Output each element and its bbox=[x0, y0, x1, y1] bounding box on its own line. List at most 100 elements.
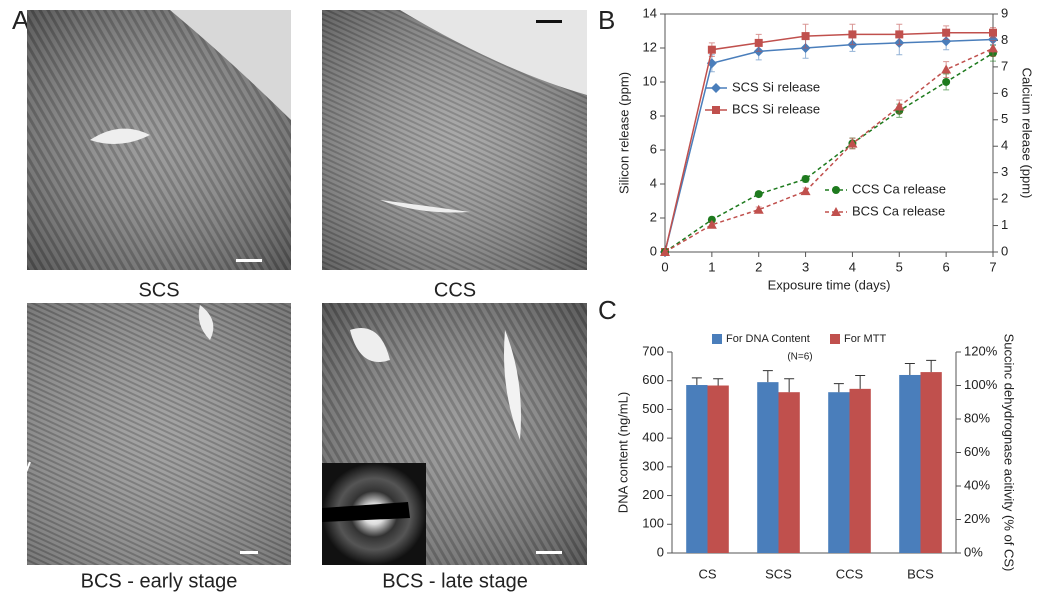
bar bbox=[707, 385, 729, 553]
marker bbox=[706, 219, 717, 229]
marker bbox=[711, 83, 721, 93]
error-bar bbox=[713, 378, 724, 386]
x-tick-label: CS bbox=[698, 566, 716, 581]
x-tick-label: 3 bbox=[802, 259, 809, 274]
plot-frame bbox=[664, 13, 994, 253]
micrograph bbox=[322, 10, 587, 270]
marker bbox=[832, 186, 840, 194]
bar bbox=[849, 388, 871, 553]
y2-tick-label: 80% bbox=[964, 410, 990, 425]
x-tick-label: 4 bbox=[849, 259, 856, 274]
error-bar bbox=[762, 370, 773, 383]
x-tick-label: SCS bbox=[765, 566, 792, 581]
marker bbox=[753, 204, 764, 214]
bar bbox=[778, 392, 800, 553]
y-axis-label: Silicon release (ppm) bbox=[616, 72, 631, 194]
error-bar bbox=[904, 362, 915, 375]
y-tick-label: 14 bbox=[643, 5, 657, 20]
marker bbox=[988, 34, 998, 45]
x-tick-label: 6 bbox=[943, 259, 950, 274]
bar bbox=[899, 374, 921, 553]
legend-label: CCS Ca release bbox=[852, 181, 946, 196]
panel-label: B bbox=[598, 5, 615, 35]
series-line bbox=[664, 38, 994, 253]
series-line bbox=[664, 47, 994, 253]
bar bbox=[757, 382, 779, 553]
y2-tick-label: 3 bbox=[1001, 164, 1008, 179]
y-tick-label: 4 bbox=[650, 175, 657, 190]
y-tick-label: 300 bbox=[642, 458, 664, 473]
y2-tick-label: 2 bbox=[1001, 191, 1008, 206]
y2-tick-label: 0 bbox=[1001, 243, 1008, 258]
image-caption: BCS - late stage bbox=[382, 570, 528, 592]
x-axis-label: Exposure time (days) bbox=[768, 277, 891, 292]
error-bar bbox=[784, 378, 795, 393]
marker bbox=[831, 207, 841, 216]
y2-tick-label: 100% bbox=[964, 377, 998, 392]
y-tick-label: 700 bbox=[642, 343, 664, 358]
y-tick-label: 10 bbox=[643, 73, 657, 88]
series-line bbox=[664, 52, 994, 253]
y2-tick-label: 5 bbox=[1001, 111, 1008, 126]
y-tick-label: 0 bbox=[657, 544, 664, 559]
y2-tick-label: 9 bbox=[1001, 5, 1008, 20]
marker bbox=[895, 30, 904, 39]
marker bbox=[988, 43, 998, 53]
error-bar bbox=[926, 359, 937, 373]
y2-axis-label: Calcium release (ppm) bbox=[1020, 68, 1035, 199]
y2-tick-label: 0% bbox=[964, 544, 983, 559]
y-axis-label: DNA content (ng/mL) bbox=[615, 392, 630, 513]
y-tick-label: 2 bbox=[650, 209, 657, 224]
marker bbox=[800, 186, 811, 196]
legend-label: BCS Si release bbox=[732, 101, 820, 116]
micrograph bbox=[27, 10, 291, 270]
image-caption: CCS bbox=[434, 279, 476, 301]
y-tick-label: 600 bbox=[642, 372, 664, 387]
x-tick-label: 7 bbox=[989, 259, 996, 274]
legend-label: BCS Ca release bbox=[852, 203, 945, 218]
y-tick-label: 0 bbox=[650, 243, 657, 258]
y2-axis-label: Succinc dehydrognase acitivity (% of CS) bbox=[1002, 334, 1017, 572]
y2-tick-label: 8 bbox=[1001, 32, 1008, 47]
series-line bbox=[664, 31, 993, 253]
marker bbox=[941, 36, 952, 47]
marker bbox=[801, 32, 810, 41]
image-caption: SCS bbox=[138, 279, 179, 301]
bar bbox=[686, 385, 708, 553]
x-tick-label: 1 bbox=[708, 259, 715, 274]
y2-tick-label: 1 bbox=[1001, 217, 1008, 232]
x-tick-label: BCS bbox=[907, 566, 934, 581]
marker bbox=[941, 64, 952, 74]
annotation: (N=6) bbox=[787, 352, 812, 363]
marker bbox=[801, 175, 810, 184]
x-tick-label: 2 bbox=[755, 259, 762, 274]
panel-label: C bbox=[598, 295, 617, 325]
marker bbox=[894, 101, 905, 111]
marker bbox=[848, 30, 857, 39]
y2-tick-label: 40% bbox=[964, 477, 990, 492]
error-bar bbox=[691, 377, 702, 386]
marker bbox=[712, 106, 720, 114]
micrograph bbox=[17, 303, 291, 565]
x-tick-label: 5 bbox=[896, 259, 903, 274]
marker bbox=[707, 45, 716, 54]
error-bar bbox=[855, 374, 866, 389]
x-tick-label: CCS bbox=[836, 566, 864, 581]
marker bbox=[942, 77, 951, 86]
y-tick-label: 200 bbox=[642, 487, 664, 502]
x-tick-label: 0 bbox=[661, 259, 668, 274]
legend-label: For DNA Content bbox=[726, 333, 810, 345]
y2-tick-label: 6 bbox=[1001, 85, 1008, 100]
marker bbox=[660, 247, 670, 256]
marker bbox=[754, 38, 763, 47]
y2-tick-label: 60% bbox=[964, 444, 990, 459]
y-tick-label: 100 bbox=[642, 516, 664, 531]
bar bbox=[920, 372, 942, 553]
legend-label: SCS Si release bbox=[732, 79, 820, 94]
y-tick-label: 6 bbox=[650, 141, 657, 156]
y2-tick-label: 7 bbox=[1001, 58, 1008, 73]
y-tick-label: 8 bbox=[650, 107, 657, 122]
y-tick-label: 12 bbox=[643, 39, 657, 54]
y-tick-label: 400 bbox=[642, 430, 664, 445]
